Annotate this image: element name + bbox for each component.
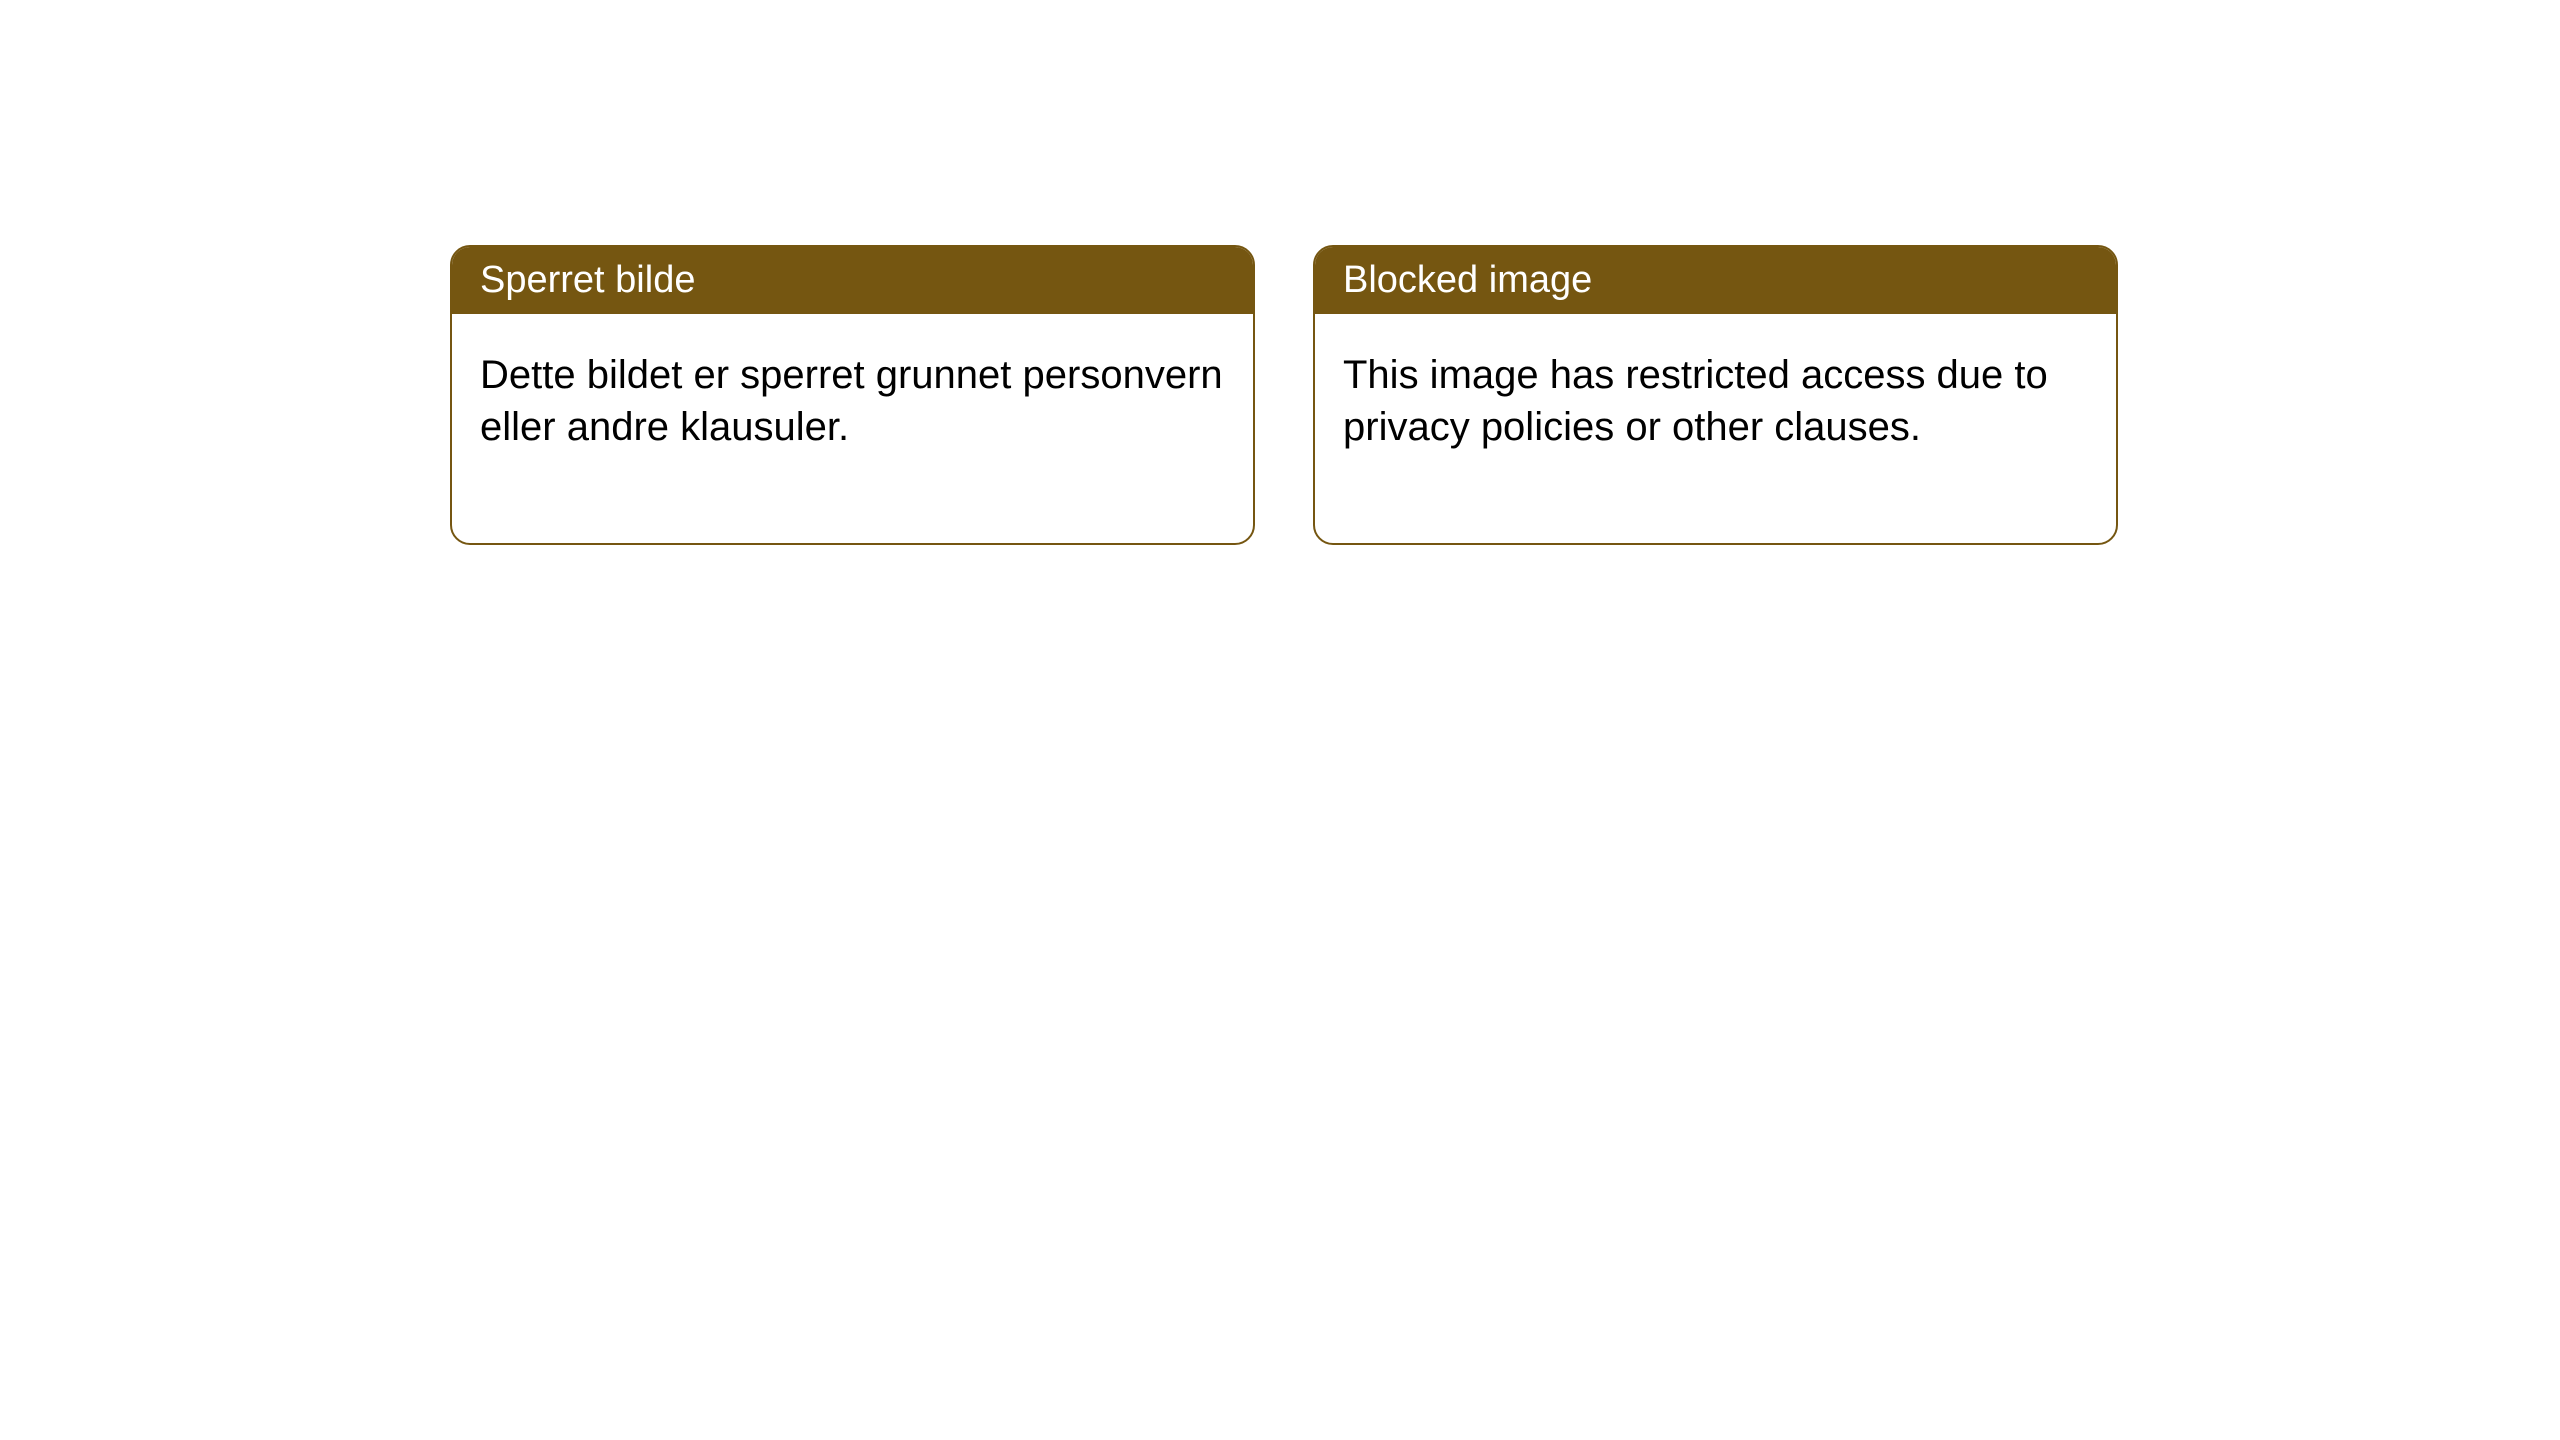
notice-card-no: Sperret bilde Dette bildet er sperret gr…: [450, 245, 1255, 545]
notice-body-no: Dette bildet er sperret grunnet personve…: [452, 314, 1253, 543]
notice-body-en: This image has restricted access due to …: [1315, 314, 2116, 543]
notice-title-no: Sperret bilde: [452, 247, 1253, 314]
notice-container: Sperret bilde Dette bildet er sperret gr…: [0, 0, 2560, 545]
notice-title-en: Blocked image: [1315, 247, 2116, 314]
notice-card-en: Blocked image This image has restricted …: [1313, 245, 2118, 545]
